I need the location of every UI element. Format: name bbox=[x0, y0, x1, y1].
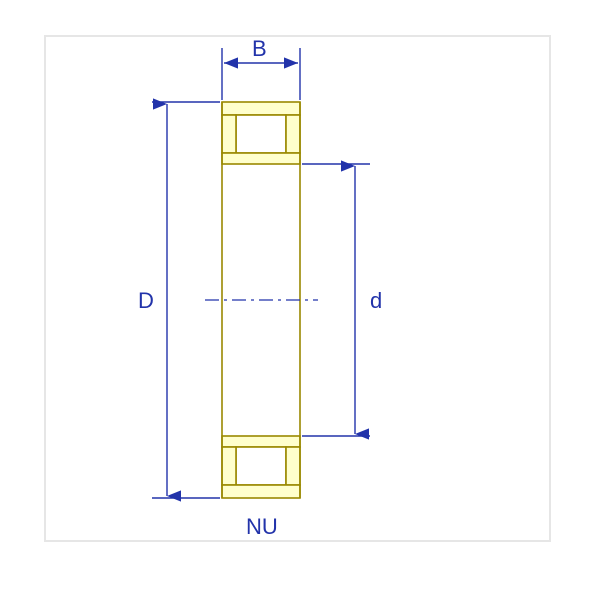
label-D: D bbox=[138, 288, 154, 313]
roller-top bbox=[236, 115, 286, 153]
outer-ring-bottom bbox=[222, 485, 300, 498]
cage-top-right bbox=[286, 115, 300, 153]
cage-bottom-left bbox=[222, 447, 236, 485]
label-NU: NU bbox=[246, 514, 278, 539]
inner-ring-bottom bbox=[222, 436, 300, 447]
cage-top-left bbox=[222, 115, 236, 153]
bearing-diagram: B D d NU bbox=[0, 0, 600, 600]
roller-bottom bbox=[236, 447, 286, 485]
inner-ring-top bbox=[222, 153, 300, 164]
label-B: B bbox=[252, 36, 267, 61]
cage-bottom-right bbox=[286, 447, 300, 485]
label-d: d bbox=[370, 288, 382, 313]
outer-ring-top bbox=[222, 102, 300, 115]
